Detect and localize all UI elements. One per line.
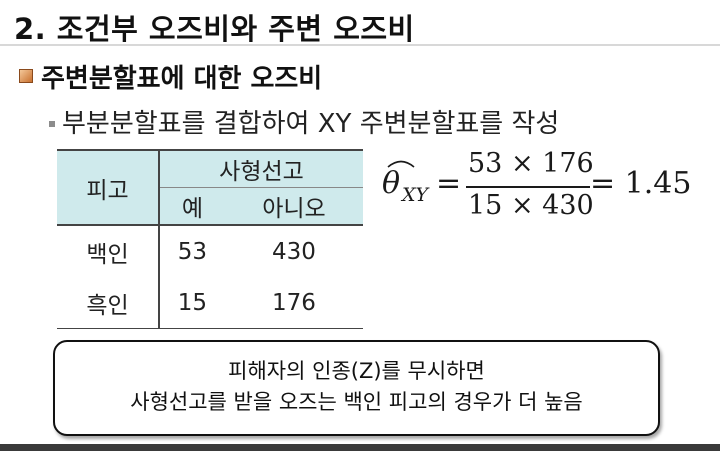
footer-strip [0,444,720,451]
note-line-1: 피해자의 인종(Z)를 무시하면 [228,359,485,383]
table-cell: 15 [159,277,225,329]
row-header-cell: 피고 [57,149,160,226]
column-header-yes: 예 [159,187,225,226]
section-heading: 주변분할표에 대한 오즈비 [41,64,323,94]
contingency-table: 피고 사형선고 예 아니오 백인 53 430 흑인 15 176 [57,149,363,329]
sub-point-text: 부분분할표를 결합하여 XY 주변분할표를 작성 [62,109,560,139]
table-cell: 430 [271,238,316,265]
small-square-bullet-icon [49,121,55,127]
square-bullet-icon [19,69,33,83]
fraction-numerator: 53 × 176 [468,148,594,179]
note-line-2: 사형선고를 받을 오즈는 백인 피고의 경우가 더 높음 [130,390,583,414]
title-divider [0,44,720,46]
table-cell: 53 [177,238,208,265]
note-box: 피해자의 인종(Z)를 무시하면 사형선고를 받을 오즈는 백인 피고의 경우가… [53,340,660,436]
slide-title: 2. 조건부 오즈비와 주변 오즈비 [14,12,415,46]
column-header-no: 아니오 [224,187,363,226]
hat-accent-icon [387,160,415,168]
table-row: 백인 53 430 [57,225,363,277]
theta-symbol: θ [382,166,401,201]
row-label-white: 백인 [57,225,160,277]
fraction-bar [466,186,590,188]
theta-subscript: XY [402,184,429,206]
table-row: 흑인 15 176 [57,277,363,329]
table-cell: 176 [224,277,363,329]
equals-sign: = [436,166,462,201]
group-header-cell: 사형선고 [159,149,363,188]
row-label-black: 흑인 [57,277,160,329]
formula-result: = 1.45 [590,166,692,201]
fraction-denominator: 15 × 430 [468,190,594,221]
odds-ratio-formula: θ XY = 53 × 176 15 × 430 = 1.45 [382,148,691,228]
